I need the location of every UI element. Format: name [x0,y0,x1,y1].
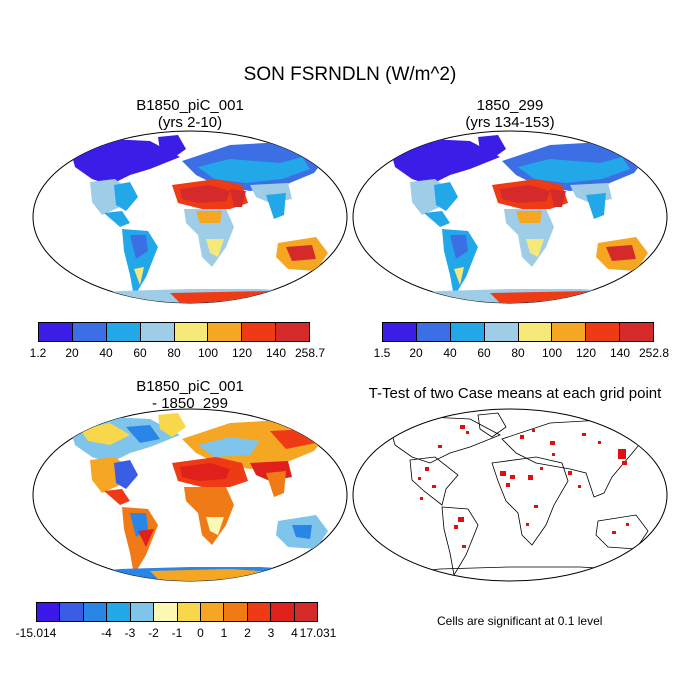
panel-2-title: 1850_299 (yrs 134-153) [350,97,670,131]
panel-4-title-line1: T-Test of two Case means at each grid po… [368,385,662,402]
colorbar-2-swatch [586,323,621,341]
colorbar-3-label: -2 [148,626,159,640]
colorbar-3-label: -4 [101,626,112,640]
colorbar-2-swatch [383,323,417,341]
panel-1-title: B1850_piC_001 (yrs 2-10) [30,97,350,131]
colorbar-2-label: 140 [609,346,631,360]
panel-2-title-line2: (yrs 134-153) [465,114,555,131]
colorbar-3-label: 17.031 [299,626,337,640]
colorbar-1-label: 80 [167,346,181,360]
colorbar-1-swatch [140,323,175,341]
colorbar-2 [382,322,654,342]
panel-3-title: B1850_piC_001 - 1850_299 [30,378,350,412]
colorbar-1-label: 258.7 [294,346,326,360]
colorbar-3-swatch [154,603,178,621]
colorbar-2-label: 20 [409,346,423,360]
panel-2-land [370,135,660,303]
panel-2-map [352,130,668,304]
colorbar-3-swatch [177,603,201,621]
colorbar-2-swatch [620,323,653,341]
colorbar-3-label: 0 [197,626,204,640]
colorbar-2-labels: 1.5 20 40 60 80 100 120 140 252.8 [374,346,669,362]
panel-1-title-line2: (yrs 2-10) [157,114,223,131]
colorbar-1-swatch [208,323,243,341]
colorbar-2-label: 80 [511,346,525,360]
colorbar-3-label: -15.014 [15,626,57,640]
colorbar-2-label: 60 [477,346,491,360]
colorbar-3-label: 2 [244,626,251,640]
panel-3-title-line2: - 1850_299 [152,395,228,412]
panel-4-coastlines [368,412,661,581]
panel-2-title-line1: 1850_299 [476,97,544,114]
panel-4-map [352,408,668,582]
colorbar-2-swatch [416,323,451,341]
colorbar-2-label: 1.5 [373,346,391,360]
colorbar-1-label: 120 [231,346,253,360]
colorbar-2-swatch [484,323,519,341]
colorbar-2-label: 120 [575,346,597,360]
panel-3-title-line1: B1850_piC_001 [136,378,244,395]
colorbar-3-label: 1 [220,626,228,640]
colorbar-1-swatch [106,323,141,341]
colorbar-1-swatch [174,323,209,341]
colorbar-3-swatch [200,603,225,621]
colorbar-1-label: 1.2 [29,346,47,360]
colorbar-1-labels: 1.2 20 40 60 80 100 120 140 258.7 [30,346,325,362]
colorbar-3-swatch [130,603,155,621]
colorbar-1-swatch [72,323,107,341]
colorbar-3-label: -1 [171,626,183,640]
colorbar-1 [38,322,310,342]
colorbar-2-label: 100 [541,346,563,360]
colorbar-3-swatch [247,603,272,621]
colorbar-2-label: 252.8 [638,346,670,360]
figure-title: SON FSRNDLN (W/m^2) [243,64,457,85]
colorbar-3-swatch [83,603,108,621]
colorbar-2-swatch [518,323,553,341]
colorbar-1-label: 100 [197,346,219,360]
colorbar-3-labels: -15.014 -4 -3 -2 -1 0 1 2 3 4 17.031 [16,626,337,642]
colorbar-1-label: 40 [99,346,113,360]
colorbar-3-label: 3 [267,626,275,640]
significance-note: Cells are significant at 0.1 level [437,614,603,628]
colorbar-1-label: 20 [65,346,79,360]
colorbar-1-swatch [242,323,277,341]
panel-1-map [32,130,348,304]
panel-1-title-line1: B1850_piC_001 [136,97,244,114]
colorbar-1-swatch [276,323,309,341]
colorbar-1-label: 140 [265,346,287,360]
panel-4-title: T-Test of two Case means at each grid po… [345,385,685,402]
colorbar-3-swatch [107,603,131,621]
colorbar-2-swatch [552,323,587,341]
panel-3-map [32,408,348,582]
colorbar-3-swatch [224,603,248,621]
colorbar-3-swatch [271,603,295,621]
colorbar-2-swatch [450,323,485,341]
colorbar-1-label: 60 [133,346,147,360]
colorbar-1-swatch [39,323,73,341]
colorbar-3 [36,602,318,622]
colorbar-3-swatch [37,603,61,621]
colorbar-2-label: 40 [443,346,457,360]
colorbar-3-label: 4 [291,626,298,640]
colorbar-3-swatch [294,603,318,621]
colorbar-3-swatch [60,603,84,621]
colorbar-3-label: -3 [124,626,136,640]
